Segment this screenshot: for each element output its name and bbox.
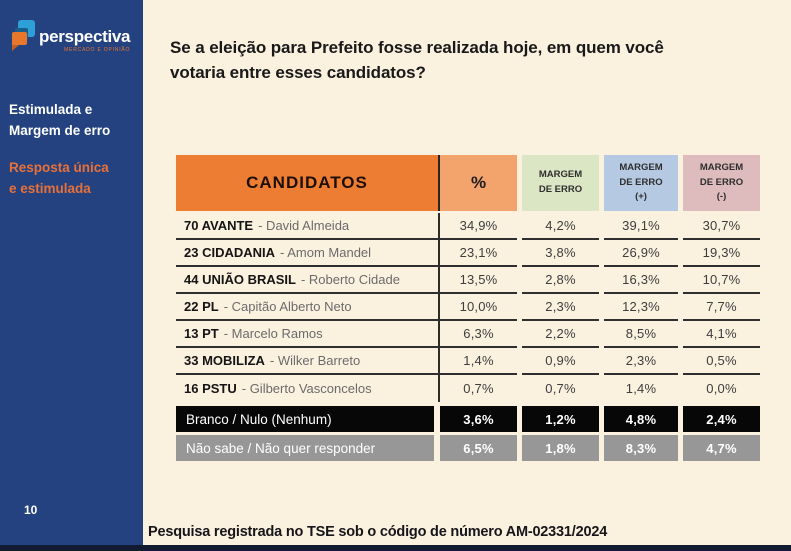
percent-cell: 6,3% [440,321,517,348]
candidate-party: 44 UNIÃO BRASIL [184,272,296,287]
summary-label: Não sabe / Não quer responder [176,435,434,461]
header-candidates: CANDIDATOS [176,155,440,211]
margin-cell: 2,3% [522,294,599,321]
candidate-party: 16 PSTU [184,381,237,396]
margin-minus-cell: 7,7% [683,294,760,321]
candidate-party: 22 PL [184,299,219,314]
bottom-bar [0,545,791,551]
percent-cell: 0,7% [463,381,494,396]
margin-plus-cell: 1,4% [625,381,657,396]
table-row: 22 PL - Capitão Alberto Neto 10,0% 2,3% … [176,294,760,321]
summary-row-blank-null: Branco / Nulo (Nenhum) 3,6% 1,2% 4,8% 2,… [176,406,760,432]
header-margin-minus-label: MARGEM DE ERRO [699,161,744,188]
margin-plus-cell: 39,1% [604,213,678,240]
candidate-cell: 70 AVANTE - David Almeida [176,213,440,240]
sidebar-subtitle-secondary: Resposta única e estimulada [9,160,109,196]
candidate-party: 13 PT [184,326,219,341]
margin-cell: 2,8% [522,267,599,294]
margin-plus-cell: 8,5% [604,321,678,348]
margin-cell: 1,2% [522,406,599,432]
candidate-name: - Amom Mandel [280,245,372,260]
margin-minus-cell: 10,7% [683,267,760,294]
margin-plus-cell: 12,3% [604,294,678,321]
candidate-name: - Marcelo Ramos [223,326,323,341]
sidebar-subtitle-primary: Estimulada e Margem de erro [9,102,111,138]
margin-cell: 4,2% [522,213,599,240]
speech-bubbles-icon [11,20,37,52]
percent-cell: 6,5% [440,435,517,461]
candidate-name: - Roberto Cidade [300,272,400,287]
candidate-cell: 23 CIDADANIA - Amom Mandel [176,240,440,267]
header-margin: MARGEM DE ERRO [522,155,599,211]
margin-minus-cell: 2,4% [683,406,760,432]
header-margin-plus-label: MARGEM DE ERRO [619,161,663,188]
tse-registration-footer: Pesquisa registrada no TSE sob o código … [148,524,608,540]
header-margin-minus-sign: (-) [716,191,727,203]
sidebar: perspectiva MERCADO E OPINIÃO Estimulada… [0,0,143,545]
percent-cell: 3,6% [440,406,517,432]
table-row: 44 UNIÃO BRASIL - Roberto Cidade 13,5% 2… [176,267,760,294]
header-margin-plus: MARGEM DE ERRO (+) [604,155,678,211]
perspectiva-logo: perspectiva MERCADO E OPINIÃO [11,20,131,53]
margin-plus-cell: 26,9% [604,240,678,267]
candidate-party: 70 AVANTE [184,218,254,233]
logo-text: perspectiva [39,27,131,46]
margin-plus-cell: 8,3% [604,435,678,461]
question-title: Se a eleição para Prefeito fosse realiza… [170,38,664,82]
margin-plus-cell: 4,8% [604,406,678,432]
header-margin-plus-sign: (+) [635,191,647,203]
candidate-cell: 22 PL - Capitão Alberto Neto [176,294,440,321]
percent-cell: 23,1% [440,240,517,267]
margin-cell: 2,2% [522,321,599,348]
header-margin-label: MARGEM DE ERRO [538,169,583,195]
candidate-name: - David Almeida [258,218,350,233]
logo-tagline: MERCADO E OPINIÃO [64,47,131,53]
candidate-cell: 16 PSTU - Gilberto Vasconcelos [176,375,440,402]
margin-minus-cell: 4,1% [683,321,760,348]
results-table: CANDIDATOS % MARGEM DE ERRO MARGEM DE ER… [176,155,760,464]
candidate-name: - Wilker Barreto [269,353,361,368]
margin-plus-cell: 2,3% [604,348,678,375]
candidate-cell: 33 MOBILIZA - Wilker Barreto [176,348,440,375]
candidate-name: - Gilberto Vasconcelos [241,381,372,396]
margin-minus-cell: 4,7% [683,435,760,461]
table-row: 16 PSTU - Gilberto Vasconcelos 0,7% 0,7%… [176,375,760,402]
candidate-name: - Capitão Alberto Neto [223,299,352,314]
table-row: 33 MOBILIZA - Wilker Barreto 1,4% 0,9% 2… [176,348,760,375]
percent-cell: 13,5% [440,267,517,294]
candidate-cell: 13 PT - Marcelo Ramos [176,321,440,348]
table-row: 70 AVANTE - David Almeida 34,9% 4,2% 39,… [176,213,760,240]
margin-cell: 0,7% [545,381,576,396]
header-margin-minus: MARGEM DE ERRO (-) [683,155,760,211]
candidate-party: 33 MOBILIZA [184,353,265,368]
summary-label: Branco / Nulo (Nenhum) [176,406,434,432]
table-row: 23 CIDADANIA - Amom Mandel 23,1% 3,8% 26… [176,240,760,267]
percent-cell: 34,9% [440,213,517,240]
margin-minus-cell: 19,3% [683,240,760,267]
percent-cell: 10,0% [440,294,517,321]
margin-cell: 0,9% [522,348,599,375]
percent-cell: 1,4% [440,348,517,375]
page-number: 10 [24,503,38,517]
margin-cell: 3,8% [522,240,599,267]
table-row: 13 PT - Marcelo Ramos 6,3% 2,2% 8,5% 4,1… [176,321,760,348]
margin-plus-cell: 16,3% [604,267,678,294]
margin-minus-cell: 0,0% [706,381,737,396]
margin-cell: 1,8% [522,435,599,461]
summary-row-dont-know: Não sabe / Não quer responder 6,5% 1,8% … [176,435,760,461]
header-percent: % [440,155,517,211]
margin-minus-cell: 0,5% [683,348,760,375]
candidate-cell: 44 UNIÃO BRASIL - Roberto Cidade [176,267,440,294]
margin-minus-cell: 30,7% [683,213,760,240]
candidate-party: 23 CIDADANIA [184,245,276,260]
table-header-row: CANDIDATOS % MARGEM DE ERRO MARGEM DE ER… [176,155,760,211]
